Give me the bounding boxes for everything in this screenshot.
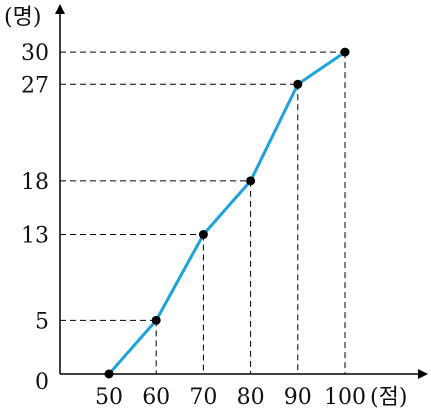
y-tick-label: 30	[21, 41, 49, 66]
series-line	[107, 50, 346, 375]
data-point	[246, 176, 256, 186]
data-point	[293, 79, 303, 89]
x-axis-label: (점)	[370, 385, 407, 410]
y-tick-label: 5	[35, 309, 49, 334]
data-point	[198, 230, 208, 240]
x-tick-labels: 50 60 70 80 90 100	[95, 385, 366, 410]
guide-lines	[60, 51, 346, 374]
y-tick-label: 13	[21, 224, 49, 249]
y-axis-label: (명)	[4, 5, 41, 30]
y-tick-label: 0	[35, 370, 49, 395]
y-tick-label: 27	[21, 73, 49, 98]
x-tick-label: 100	[324, 385, 366, 410]
data-points	[104, 47, 350, 379]
x-tick-label: 70	[189, 385, 217, 410]
x-tick-label: 90	[284, 385, 312, 410]
data-point	[104, 369, 114, 379]
x-tick-label: 60	[142, 385, 170, 410]
y-tick-labels: 0 5 13 18 27 30	[21, 41, 49, 395]
y-tick-label: 18	[21, 170, 49, 195]
x-tick-label: 80	[237, 385, 265, 410]
x-tick-label: 50	[95, 385, 123, 410]
data-point	[340, 47, 350, 57]
data-point	[151, 315, 161, 325]
